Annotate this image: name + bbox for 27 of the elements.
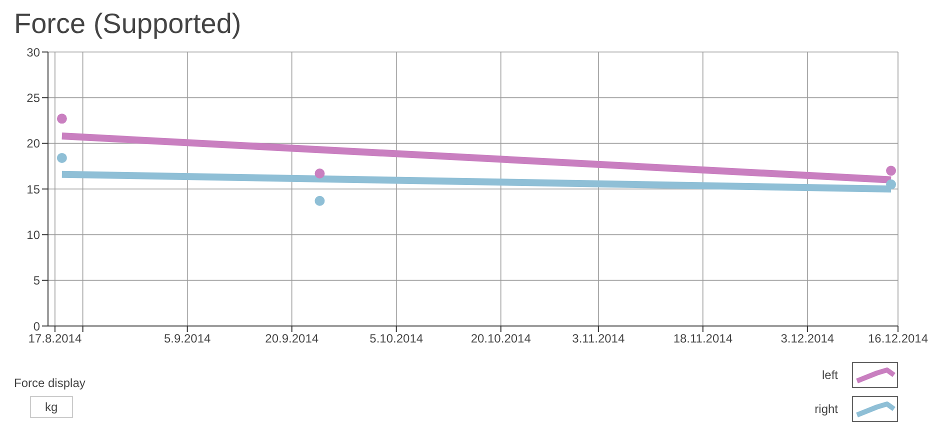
text: kg (30, 396, 73, 418)
y-tick-label: 25 (26, 90, 40, 105)
x-tick-label: 5.9.2014 (164, 332, 212, 346)
x-tick-label: 16.12.2014 (868, 332, 928, 346)
y-tick-label: 30 (26, 45, 40, 60)
point (314, 168, 325, 178)
x-tick-label: 3.12.2014 (780, 332, 834, 346)
point (56, 114, 67, 124)
x-tick-label: 5.10.2014 (370, 332, 424, 346)
y-tick-label: 0 (33, 319, 40, 334)
y-tick-label: 10 (26, 228, 40, 242)
x-tick-label: 20.10.2014 (470, 332, 532, 346)
point (886, 179, 896, 190)
chart-title: Force (Supported) (14, 8, 242, 41)
y-tick-label: 15 (26, 182, 40, 196)
x-tick-label: 20.9.2014 (265, 332, 319, 346)
point (314, 196, 325, 206)
text: Force display (14, 376, 86, 390)
legend-label: left (822, 368, 838, 382)
x-tick-label: 17.8.2014 (28, 332, 82, 346)
y-tick-label: 5 (33, 274, 40, 288)
point (56, 152, 67, 163)
x-tick-label: 3.11.2014 (572, 332, 625, 346)
y-tick-label: 20 (26, 136, 40, 151)
legend-label: right (814, 402, 838, 416)
x-tick-label: 18.11.2014 (673, 332, 733, 346)
point (886, 166, 896, 176)
